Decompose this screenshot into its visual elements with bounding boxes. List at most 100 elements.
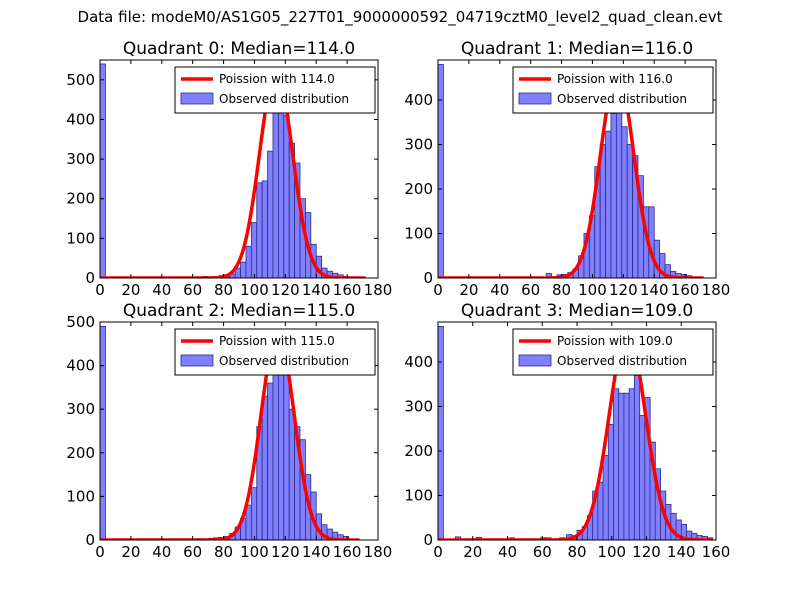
quadrant-2-chart: Quadrant 2: Median=115.00 20 40 60 80 100 120 1… bbox=[66, 301, 392, 561]
x-tick-label: 20 bbox=[459, 281, 478, 299]
legend-label-observed: Observed distribution bbox=[219, 92, 349, 106]
y-tick-label: 400 bbox=[66, 357, 95, 375]
x-tick-label: 0 bbox=[95, 543, 105, 561]
y-tick-label: 200 bbox=[66, 190, 95, 208]
plot-frame bbox=[99, 59, 379, 279]
histogram-bar bbox=[545, 273, 552, 278]
x-tick-label: 0 bbox=[95, 281, 105, 299]
histogram-bar bbox=[633, 374, 641, 540]
chart-title: Quadrant 0: Median=114.0 bbox=[123, 39, 355, 59]
histogram-bar bbox=[277, 103, 285, 278]
histogram-bar bbox=[626, 144, 634, 278]
legend-box bbox=[174, 66, 376, 114]
histogram-bar bbox=[277, 347, 285, 540]
model-curve-group bbox=[438, 331, 714, 540]
model-curve-group bbox=[100, 70, 367, 278]
y-tick-label: 400 bbox=[66, 110, 95, 128]
y-tick-label: 0 bbox=[85, 531, 95, 549]
histogram-bar bbox=[438, 326, 444, 540]
figure-suptitle: Data file: modeM0/AS1G05_227T01_90000005… bbox=[77, 8, 723, 26]
histogram-bar bbox=[618, 392, 625, 540]
histogram-bar bbox=[597, 481, 604, 540]
histogram-bar bbox=[602, 455, 609, 540]
histogram-bar bbox=[607, 423, 615, 540]
legend-label-observed: Observed distribution bbox=[219, 354, 349, 368]
x-tick-label: 80 bbox=[214, 281, 233, 299]
model-curve-group bbox=[438, 71, 705, 278]
histogram-bar bbox=[605, 130, 612, 278]
histogram-bar bbox=[272, 107, 279, 278]
chart-title: Quadrant 1: Median=116.0 bbox=[461, 39, 693, 59]
y-tick-label: 100 bbox=[66, 229, 95, 247]
y-tick-label: 200 bbox=[404, 180, 433, 198]
model-curve-group bbox=[100, 331, 361, 540]
plot-frame bbox=[99, 321, 379, 541]
x-tick-label: 0 bbox=[433, 543, 443, 561]
histogram-bar bbox=[628, 388, 635, 540]
x-tick-label: 20 bbox=[121, 281, 140, 299]
histogram-bar bbox=[610, 112, 617, 278]
histogram-bar bbox=[599, 144, 606, 278]
x-tick-label: 80 bbox=[214, 543, 233, 561]
y-tick-label: 400 bbox=[404, 353, 433, 371]
legend-box bbox=[512, 328, 714, 376]
histogram-bar bbox=[100, 63, 106, 278]
x-tick-label: 80 bbox=[552, 281, 571, 299]
x-tick-label: 20 bbox=[463, 543, 482, 561]
y-tick-label: 300 bbox=[66, 150, 95, 168]
y-tick-label: 500 bbox=[66, 71, 95, 89]
quadrant-1-chart: Quadrant 1: Median=116.00 20 40 60 80 100 120 1… bbox=[404, 39, 730, 299]
x-tick-label: 60 bbox=[521, 281, 540, 299]
histogram-bar bbox=[245, 245, 252, 278]
x-tick-label: 120 bbox=[271, 543, 300, 561]
x-tick-label: 180 bbox=[364, 281, 393, 299]
legend-bar-swatch bbox=[180, 354, 214, 367]
y-tick-label: 0 bbox=[423, 269, 433, 287]
quadrant-0-chart: Quadrant 0: Median=114.00 20 40 60 80 100 120 1… bbox=[66, 39, 392, 299]
histogram-bar bbox=[256, 182, 263, 278]
legend-box bbox=[174, 328, 376, 376]
histogram-bar bbox=[613, 388, 620, 540]
poisson-model-line bbox=[100, 70, 367, 278]
x-tick-label: 140 bbox=[302, 543, 331, 561]
x-tick-label: 140 bbox=[667, 543, 696, 561]
y-tick-label: 100 bbox=[404, 225, 433, 243]
y-tick-label: 0 bbox=[85, 269, 95, 287]
x-tick-label: 40 bbox=[152, 281, 171, 299]
histogram-bar bbox=[267, 382, 274, 540]
histogram-bar bbox=[639, 415, 646, 540]
histogram-bar bbox=[288, 408, 296, 540]
histogram-bar bbox=[250, 487, 258, 540]
x-tick-label: 180 bbox=[702, 281, 731, 299]
poisson-model-line bbox=[438, 331, 714, 540]
y-tick-label: 100 bbox=[404, 487, 433, 505]
legend-box bbox=[512, 66, 714, 114]
legend: Poission with 114.0 Observed distribution bbox=[174, 66, 376, 114]
y-tick-label: 100 bbox=[66, 487, 95, 505]
legend: Poission with 109.0 Observed distribution bbox=[512, 328, 714, 376]
x-tick-label: 160 bbox=[333, 281, 362, 299]
x-tick-label: 60 bbox=[533, 543, 552, 561]
y-tick-label: 300 bbox=[404, 136, 433, 154]
x-tick-label: 100 bbox=[240, 281, 269, 299]
y-tick-label: 300 bbox=[66, 400, 95, 418]
x-tick-label: 120 bbox=[632, 543, 661, 561]
x-tick-label: 140 bbox=[302, 281, 331, 299]
legend: Poission with 115.0 Observed distribution bbox=[174, 328, 376, 376]
y-tick-label: 0 bbox=[423, 531, 433, 549]
legend-bar-swatch bbox=[518, 92, 552, 105]
x-tick-label: 0 bbox=[433, 281, 443, 299]
x-tick-label: 60 bbox=[183, 281, 202, 299]
x-tick-label: 40 bbox=[498, 543, 517, 561]
histogram-bar bbox=[240, 261, 247, 278]
legend-label-observed: Observed distribution bbox=[557, 92, 687, 106]
histogram-bar bbox=[272, 369, 279, 540]
x-tick-label: 40 bbox=[152, 543, 171, 561]
histogram-bar bbox=[267, 150, 274, 278]
histogram-bar bbox=[438, 64, 444, 278]
legend-label-model: Poission with 115.0 bbox=[219, 334, 335, 348]
poisson-model-line bbox=[100, 331, 361, 540]
x-tick-label: 120 bbox=[609, 281, 638, 299]
x-tick-label: 160 bbox=[702, 543, 731, 561]
